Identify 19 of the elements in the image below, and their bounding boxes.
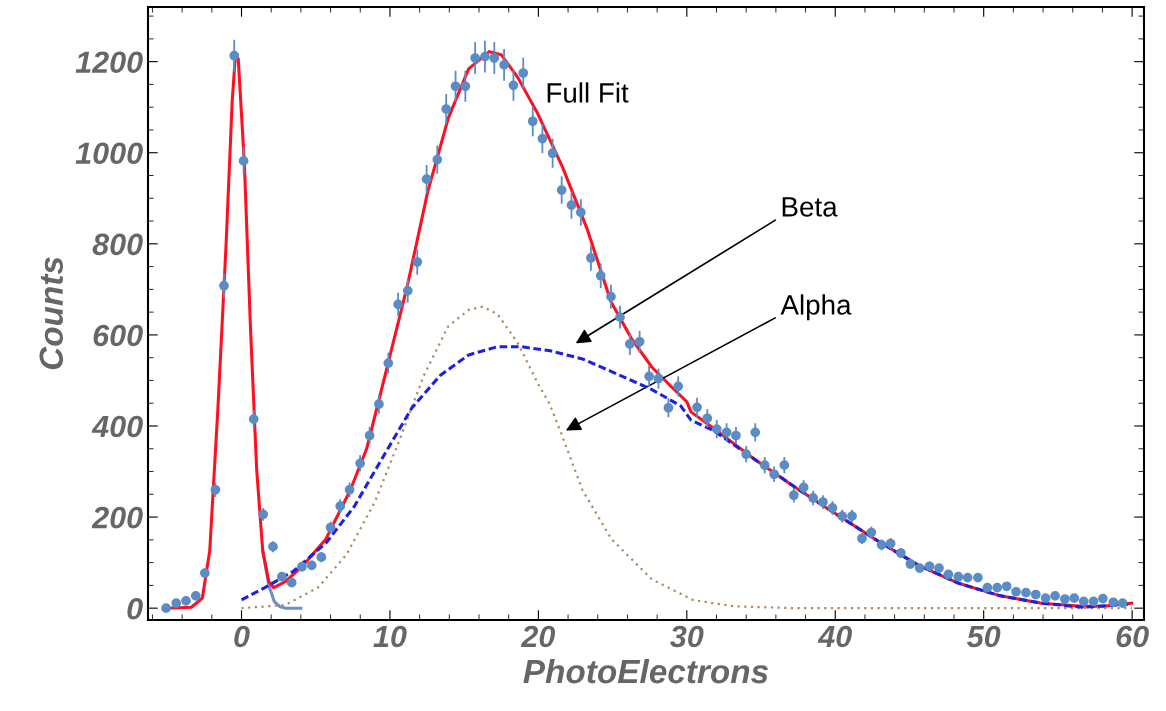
- annotation: Beta: [782, 197, 838, 217]
- y-tick-label: 400: [91, 415, 143, 438]
- x-tick-label: 30: [670, 625, 704, 648]
- x-tick-label: 50: [967, 625, 1001, 648]
- y-tick-label: 1200: [75, 51, 143, 74]
- annotation: Full Fit: [547, 82, 629, 103]
- y-tick-label: 0: [127, 597, 143, 620]
- x-tick-label: 40: [817, 625, 852, 648]
- y-tick-label: 800: [92, 233, 143, 256]
- y-tick-label: 1000: [75, 142, 143, 165]
- x-axis-title: PhotoElectrons: [523, 658, 769, 684]
- annotation: Alpha: [780, 294, 852, 321]
- x-tick-label: 20: [520, 625, 556, 648]
- x-tick-label: 10: [373, 625, 407, 648]
- y-tick-label: 600: [93, 324, 143, 347]
- x-tick-label: 0: [234, 625, 250, 648]
- y-tick-label: 200: [91, 506, 143, 529]
- x-tick-label: 60: [1116, 625, 1149, 648]
- y-axis-title: Counts: [39, 257, 64, 370]
